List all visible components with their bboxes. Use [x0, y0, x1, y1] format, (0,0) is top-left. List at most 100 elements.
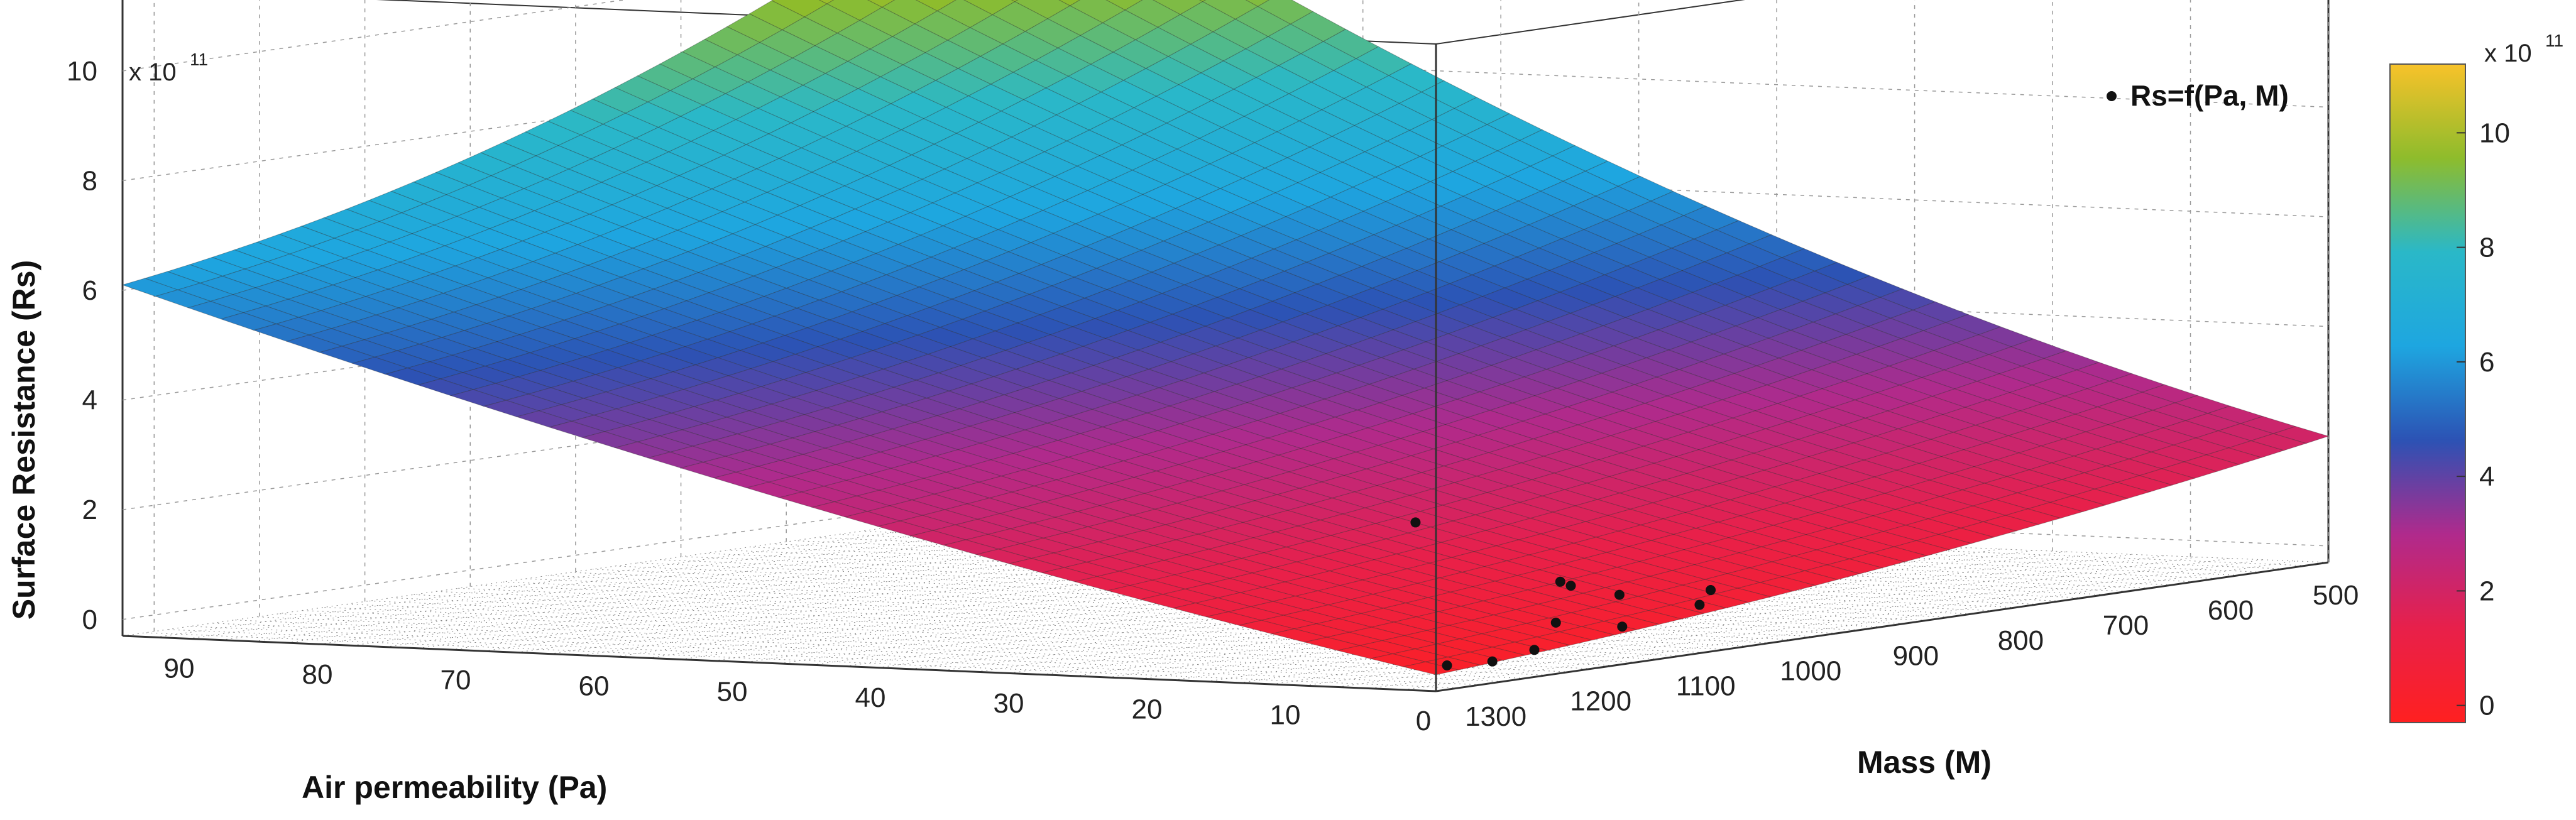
- surface-cell: [1511, 395, 1569, 415]
- surface-cell: [867, 0, 896, 8]
- surface-cell: [1495, 200, 1552, 226]
- surface-cell: [896, 287, 953, 308]
- surface-cell: [544, 222, 601, 245]
- surface-cell: [520, 281, 578, 302]
- surface-cell: [823, 126, 880, 152]
- surface-cell: [1140, 560, 1198, 576]
- surface-cell: [899, 515, 957, 531]
- surface-cell: [1755, 358, 1813, 378]
- surface-cell: [875, 244, 932, 266]
- surface-cell: [1185, 221, 1242, 246]
- surface-cell: [1000, 99, 1058, 127]
- surface-cell: [1178, 72, 1235, 101]
- surface-cell: [852, 253, 910, 275]
- surface-cell: [923, 107, 980, 134]
- z-tick-label: 4: [82, 385, 97, 416]
- surface-cell: [1140, 594, 1196, 609]
- surface-cell: [827, 358, 885, 377]
- surface-cell: [949, 338, 1007, 359]
- surface-cell: [987, 196, 1044, 221]
- surface-cell: [613, 441, 672, 459]
- surface-cell: [1119, 565, 1175, 581]
- surface-cell: [1041, 567, 1097, 582]
- surface-cell: [1143, 123, 1200, 150]
- surface-cell: [1045, 75, 1102, 104]
- surface-cell: [991, 412, 1049, 430]
- surface-cell: [737, 42, 794, 71]
- surface-cell: [735, 107, 792, 134]
- surface-cell: [867, 103, 925, 131]
- surface-cell: [614, 75, 671, 102]
- surface-cell: [701, 456, 760, 473]
- mass-tick-label: 1000: [1780, 655, 1841, 686]
- surface-cell: [1033, 114, 1090, 141]
- surface-cell: [704, 26, 761, 55]
- surface-cell: [1440, 195, 1497, 221]
- surface-cell: [1031, 517, 1090, 533]
- surface-cell: [154, 289, 212, 309]
- surface-cell: [2183, 454, 2240, 472]
- surface-cell: [2205, 447, 2263, 465]
- surface-cell: [984, 302, 1041, 324]
- surface-cell: [1009, 558, 1065, 574]
- surface-cell: [913, 80, 970, 108]
- surface-cell: [961, 310, 1019, 332]
- surface-cell: [1376, 103, 1433, 131]
- surface-cell: [806, 319, 863, 340]
- pa-tick-label: 20: [1132, 694, 1163, 724]
- surface-cell: [804, 3, 861, 34]
- z-tick-label: 0: [82, 604, 97, 635]
- colorbar-ticks: 0 2 4 6 8 10: [2457, 118, 2510, 721]
- colorbar-exponent-power: 11: [2545, 31, 2563, 50]
- surface-cell: [785, 279, 843, 301]
- surface-cell: [1122, 454, 1180, 472]
- colorbar-tick-label: 10: [2479, 118, 2510, 148]
- surface-cell: [694, 357, 752, 376]
- surface-cell: [1231, 142, 1288, 169]
- surface-cell: [748, 0, 806, 31]
- data-points: [1410, 517, 1716, 670]
- surface-cell: [1085, 236, 1143, 260]
- surface-cell: [1140, 241, 1198, 264]
- surface-cell: [1046, 416, 1104, 434]
- surface-cell: [954, 182, 1011, 207]
- surface-cell: [708, 284, 765, 305]
- surface-cell: [1014, 0, 1071, 19]
- surface-cell: [773, 307, 831, 329]
- surface-cell: [778, 491, 836, 508]
- surface-cell: [954, 518, 1012, 535]
- surface-cell: [1459, 296, 1516, 318]
- surface-cell: [1234, 420, 1291, 439]
- surface-cell: [1220, 484, 1278, 501]
- surface-cell: [873, 295, 931, 316]
- surface-cell: [809, 218, 867, 241]
- surface-cell: [1300, 41, 1357, 71]
- surface-cell: [1011, 0, 1019, 3]
- surface-cell: [1155, 464, 1213, 482]
- z-tick-label: 2: [82, 495, 97, 525]
- surface-cell: [863, 274, 921, 296]
- surface-cell: [897, 234, 955, 258]
- legend-marker: [2107, 91, 2117, 101]
- surface-cell: [943, 158, 1001, 183]
- surface-cell: [751, 315, 809, 336]
- colorbar-tick-label: 6: [2479, 347, 2494, 378]
- surface-cell: [1384, 191, 1442, 216]
- surface-cell: [888, 500, 946, 516]
- mass-tick-label: 800: [1998, 625, 2044, 656]
- surface-cell: [1079, 426, 1137, 445]
- surface-cell: [1131, 159, 1188, 185]
- z-exponent-power: 11: [190, 50, 208, 69]
- surface-cell: [625, 418, 684, 437]
- z-tick-label: 10: [67, 56, 97, 87]
- surface-cell: [630, 288, 688, 309]
- surface-cell: [1064, 562, 1120, 577]
- surface-cell: [1193, 297, 1251, 319]
- surface-cell: [613, 138, 670, 163]
- surface-cell: [1078, 92, 1135, 119]
- surface-cell: [1342, 151, 1399, 178]
- surface-cell: [615, 402, 673, 420]
- surface-cell: [1682, 205, 1740, 231]
- wall-gridline: [122, 382, 1019, 510]
